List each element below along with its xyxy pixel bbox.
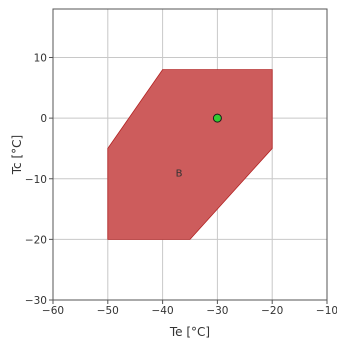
x-axis-ticks: −60 −50 −40 −30 −20 −10	[42, 300, 337, 317]
x-tick-label: −20	[261, 305, 283, 317]
x-tick-label: −50	[97, 305, 119, 317]
x-axis-label: Te [°C]	[169, 325, 210, 339]
x-tick-label: −30	[206, 305, 228, 317]
operating-point-marker	[212, 113, 222, 123]
region-label: B	[176, 169, 183, 180]
y-tick-label: −30	[25, 295, 47, 307]
y-axis-label: Tc [°C]	[10, 135, 24, 175]
y-axis-ticks: −30 −20 −10 0 10	[25, 53, 53, 307]
x-tick-label: −40	[152, 305, 174, 317]
y-tick-label: 0	[40, 113, 47, 125]
y-tick-label: 10	[34, 53, 47, 65]
points	[212, 113, 222, 123]
x-tick-label: −10	[316, 305, 337, 317]
y-tick-label: −20	[25, 234, 47, 246]
plot-frame	[52, 8, 328, 301]
regions: B	[107, 69, 273, 240]
x-tick-label: −60	[42, 305, 64, 317]
y-tick-label: −10	[25, 174, 47, 186]
region-polygon	[107, 69, 273, 240]
